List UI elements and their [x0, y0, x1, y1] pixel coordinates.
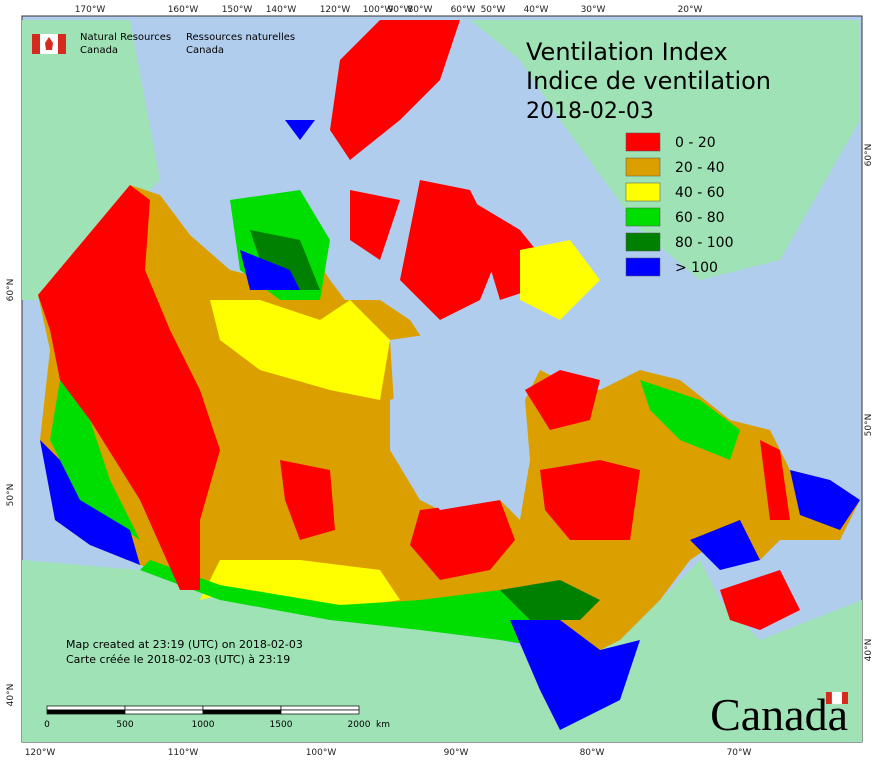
title: Indice de ventilation	[526, 67, 771, 95]
dept-en: Canada	[80, 45, 118, 56]
scale-bar: 0 500 1000 1500 2000 km	[44, 705, 390, 730]
zone	[240, 250, 300, 290]
maple-leaf	[45, 37, 53, 50]
flag-bar	[826, 692, 832, 704]
flag-bar	[842, 692, 848, 704]
legend-swatch	[625, 207, 661, 227]
longitude-label: 100°W	[363, 5, 394, 15]
longitude-label: 70°W	[727, 748, 752, 758]
dept-en: Natural Resources	[80, 32, 171, 43]
scale-label: 1000	[192, 720, 215, 730]
zone	[540, 460, 640, 540]
zone	[720, 570, 800, 630]
zone	[640, 380, 740, 460]
longitude-label: 120°W	[25, 748, 56, 758]
latitude-label: 60°N	[6, 279, 16, 302]
zone	[520, 240, 600, 320]
zone	[525, 370, 600, 430]
longitude-label: 110°W	[168, 748, 199, 758]
flag-bar	[32, 34, 40, 54]
zone	[690, 520, 760, 570]
legend-swatch	[625, 157, 661, 177]
zone	[285, 120, 315, 140]
longitude-label: 30°W	[581, 5, 606, 15]
longitude-label: 150°W	[222, 5, 253, 15]
ventilation-zones	[38, 20, 860, 730]
legend: 0 - 20 20 - 40 40 - 60 60 - 80 80 - 100 > 100	[625, 132, 734, 277]
legend-label: 20 - 40	[675, 160, 725, 176]
longitude-label: 60°W	[451, 5, 476, 15]
legend-label: 60 - 80	[675, 210, 725, 226]
scale-segment	[202, 705, 282, 711]
scale-segment	[124, 709, 204, 715]
zone	[790, 470, 860, 530]
latitude-label: 60°N	[864, 144, 874, 167]
zone	[50, 380, 140, 540]
scale-segment	[280, 709, 360, 715]
zone	[350, 190, 400, 260]
longitude-label: 40°W	[524, 5, 549, 15]
scale-segment	[124, 705, 204, 711]
wordmark-flag	[826, 691, 848, 705]
latitude-label: 40°N	[6, 684, 16, 707]
usa	[22, 560, 862, 742]
zone	[140, 560, 560, 650]
alaska	[22, 20, 160, 300]
zone	[38, 185, 220, 590]
legend-swatch	[625, 182, 661, 202]
scale-label: 0	[44, 720, 50, 730]
longitude-label: 160°W	[168, 5, 199, 15]
latitude-label: 50°N	[6, 484, 16, 507]
flag-bar	[58, 34, 66, 54]
zone	[330, 20, 460, 160]
zone	[210, 300, 390, 400]
scale-segment	[280, 705, 360, 711]
canada-wordmark: Canada	[710, 689, 848, 740]
longitude-label: 120°W	[320, 5, 351, 15]
scale-segment	[202, 709, 282, 715]
footer: Carte créée le 2018-02-03 (UTC) à 23:19	[66, 653, 290, 666]
graticule-labels: 170°W 160°W 150°W 140°W 120°W 100°W90°W80°W 60…	[6, 5, 874, 758]
legend-swatch	[625, 132, 661, 152]
scale-segment	[46, 705, 126, 711]
dept-fr: Ressources naturelles	[186, 32, 295, 43]
zone	[500, 580, 600, 620]
dept-fr: Canada	[186, 45, 224, 56]
title: Ventilation Index	[526, 38, 728, 66]
longitude-label: 50°W	[481, 5, 506, 15]
longitude-label: 80°W	[408, 5, 433, 15]
legend-label: > 100	[675, 260, 718, 276]
scale-label: 500	[116, 720, 133, 730]
longitude-label: 140°W	[266, 5, 297, 15]
latitude-label: 40°N	[864, 639, 874, 662]
zone	[410, 500, 515, 580]
legend-swatch	[625, 232, 661, 252]
longitude-label: 90°W	[444, 748, 469, 758]
latitude-label: 50°N	[864, 414, 874, 437]
zone	[280, 460, 335, 540]
legend-label: 40 - 60	[675, 185, 725, 201]
nrcan-flag	[32, 34, 66, 54]
zone	[760, 440, 790, 520]
scale-label: 1500	[270, 720, 293, 730]
footer: Map created at 23:19 (UTC) on 2018-02-03	[66, 638, 303, 651]
legend-label: 0 - 20	[675, 135, 716, 151]
scale-label: 2000	[348, 720, 371, 730]
longitude-label: 170°W	[75, 5, 106, 15]
legend-label: 80 - 100	[675, 235, 734, 251]
hudson-bay	[390, 330, 525, 510]
longitude-label: 20°W	[678, 5, 703, 15]
scale-segment	[46, 709, 126, 715]
zone	[510, 620, 640, 730]
legend-swatch	[625, 257, 661, 277]
longitude-label: 80°W	[580, 748, 605, 758]
longitude-label: 90°W	[388, 5, 413, 15]
longitude-label: 100°W	[306, 748, 337, 758]
scale-unit: km	[376, 720, 390, 730]
zone	[40, 440, 140, 565]
map-date: 2018-02-03	[526, 99, 654, 124]
greenland	[470, 20, 860, 280]
